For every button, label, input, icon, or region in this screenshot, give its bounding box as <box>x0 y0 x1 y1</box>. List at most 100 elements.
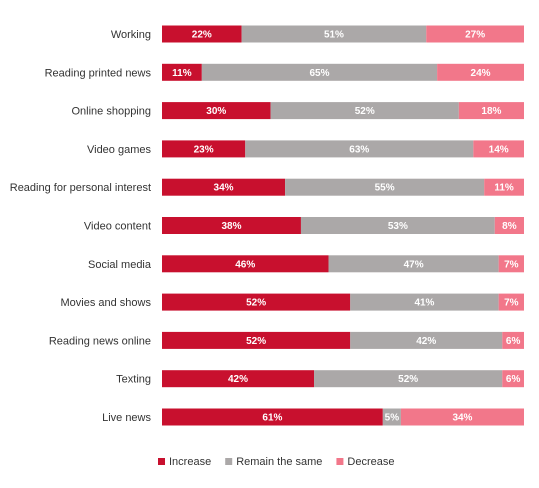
data-label: 38% <box>221 221 241 232</box>
data-label: 34% <box>214 183 234 194</box>
legend-swatch <box>225 458 233 465</box>
bar-segment-increase <box>162 408 383 426</box>
legend-swatch <box>336 458 344 465</box>
category-label: Social media <box>88 259 152 271</box>
category-label: Reading for personal interest <box>10 182 151 194</box>
bar-row-video-games: Video games 23% 63% 14% <box>87 140 524 158</box>
data-label: 65% <box>309 68 329 79</box>
bar-segment-remain-the-same <box>241 25 427 43</box>
data-label: 61% <box>262 413 282 424</box>
bar-segment-increase <box>162 178 286 196</box>
bar-segment-increase <box>162 63 202 81</box>
legend-item-increase: Increase <box>158 456 211 468</box>
bar-segment-increase <box>162 370 315 388</box>
bar-segment-increase <box>162 255 329 273</box>
category-label: Working <box>111 29 151 41</box>
bar-segment-remain-the-same <box>201 63 438 81</box>
bar-segment-decrease <box>498 293 524 311</box>
bar-row-reading-news-online: Reading news online 52% 42% 6% <box>49 331 524 349</box>
category-label: Online shopping <box>71 106 151 118</box>
bar-segment-remain-the-same <box>328 255 499 273</box>
data-label: 55% <box>375 183 395 194</box>
legend-label: Decrease <box>347 456 394 468</box>
bar-segment-increase <box>162 25 242 43</box>
category-label: Live news <box>102 412 151 424</box>
category-label: Video games <box>87 144 152 156</box>
data-label: 11% <box>494 183 514 194</box>
data-label: 46% <box>235 259 255 270</box>
bar-segment-increase <box>162 102 271 120</box>
bar-segment-increase <box>162 217 301 234</box>
bar-segment-increase <box>162 293 351 311</box>
bar-segment-remain-the-same <box>382 408 401 426</box>
bar-row-video-content: Video content 38% 53% 8% <box>84 217 524 234</box>
bar-row-movies-and-shows: Movies and shows 52% 41% 7% <box>61 293 524 311</box>
bar-segment-decrease <box>400 408 524 426</box>
bar-segment-decrease <box>502 370 524 388</box>
data-label: 6% <box>506 374 521 385</box>
legend-label: Remain the same <box>236 456 322 468</box>
data-label: 14% <box>489 144 509 155</box>
bar-segment-decrease <box>484 178 524 196</box>
bar-segment-decrease <box>498 255 524 273</box>
data-label: 63% <box>349 144 369 155</box>
data-label: 52% <box>398 374 418 385</box>
data-label: 7% <box>504 298 519 309</box>
bar-segment-increase <box>162 331 351 349</box>
bar-row-reading-for-personal-interest: Reading for personal interest 34% 55% 11% <box>10 178 524 196</box>
bar-segment-decrease <box>502 331 524 349</box>
data-label: 42% <box>416 336 436 347</box>
bar-segment-decrease <box>458 102 524 120</box>
data-label: 6% <box>506 336 521 347</box>
bar-segment-decrease <box>473 140 524 158</box>
bar-row-live-news: Live news 61% 5% 34% <box>102 408 524 426</box>
data-label: 7% <box>504 259 519 270</box>
data-label: 34% <box>452 413 472 424</box>
category-label: Reading printed news <box>45 67 152 79</box>
bar-segment-remain-the-same <box>350 293 499 311</box>
bar-segment-remain-the-same <box>300 217 495 234</box>
category-label: Video content <box>84 221 151 233</box>
data-label: 52% <box>246 298 266 309</box>
data-label: 24% <box>471 68 491 79</box>
data-label: 30% <box>206 106 226 117</box>
bar-row-reading-printed-news: Reading printed news 11% 65% 24% <box>45 63 524 81</box>
bar-segment-remain-the-same <box>245 140 474 158</box>
legend-swatch <box>158 458 165 465</box>
category-label: Movies and shows <box>61 297 152 309</box>
bar-segment-decrease <box>426 25 524 43</box>
bar-row-online-shopping: Online shopping 30% 52% 18% <box>71 102 524 120</box>
bar-row-working: Working 22% 51% 27% <box>111 25 524 43</box>
data-label: 5% <box>385 413 400 424</box>
data-label: 22% <box>192 30 212 41</box>
bar-segment-remain-the-same <box>314 370 503 388</box>
legend-item-decrease: Decrease <box>336 456 395 468</box>
data-label: 52% <box>355 106 375 117</box>
data-label: 18% <box>481 106 501 117</box>
bar-segment-remain-the-same <box>350 331 503 349</box>
data-label: 11% <box>172 68 192 79</box>
bar-segment-decrease <box>437 63 524 81</box>
data-label: 41% <box>414 298 434 309</box>
legend-item-remain-the-same: Remain the same <box>225 456 322 468</box>
data-label: 8% <box>502 221 517 232</box>
bar-segment-remain-the-same <box>285 178 485 196</box>
data-label: 51% <box>324 30 344 41</box>
bar-row-social-media: Social media 46% 47% 7% <box>88 255 524 273</box>
legend: Increase Remain the same Decrease <box>158 456 395 468</box>
legend-label: Increase <box>169 456 211 468</box>
data-label: 53% <box>388 221 408 232</box>
bar-segment-increase <box>162 140 246 158</box>
category-label: Reading news online <box>49 335 151 347</box>
data-label: 42% <box>228 374 248 385</box>
data-label: 47% <box>404 259 424 270</box>
plot-area: Working 22% 51% 27% Reading printed news 11% 6… <box>10 25 524 426</box>
bar-row-texting: Texting 42% 52% 6% <box>116 370 524 388</box>
bar-segment-remain-the-same <box>270 102 459 120</box>
data-label: 27% <box>465 30 485 41</box>
data-label: 23% <box>194 144 214 155</box>
category-label: Texting <box>116 374 151 386</box>
data-label: 52% <box>246 336 266 347</box>
